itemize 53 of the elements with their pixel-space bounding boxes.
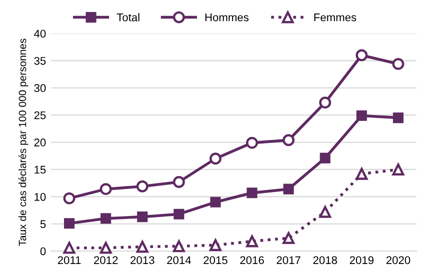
legend-label: Femmes bbox=[314, 14, 356, 22]
point bbox=[283, 184, 294, 194]
x-tick-label: 2013 bbox=[130, 256, 154, 264]
legend-label: Total bbox=[116, 13, 140, 22]
point bbox=[174, 208, 184, 220]
y-tick-label: 15 bbox=[34, 166, 46, 174]
x-tick-label: 2019 bbox=[350, 256, 374, 264]
point bbox=[392, 58, 404, 70]
x-tick-label: 2011 bbox=[58, 256, 81, 264]
point bbox=[282, 232, 295, 244]
point bbox=[282, 134, 295, 146]
point bbox=[63, 192, 76, 204]
y-tick-label: 35 bbox=[34, 56, 46, 65]
point bbox=[246, 235, 258, 248]
y-axis-title: Taux de cas déclarés par 100 000 personnes bbox=[18, 38, 28, 246]
point bbox=[319, 96, 332, 109]
point bbox=[246, 188, 258, 198]
point bbox=[100, 213, 112, 224]
x-tick-label: 2012 bbox=[94, 256, 118, 264]
point bbox=[210, 196, 221, 208]
point bbox=[356, 110, 367, 121]
point bbox=[210, 239, 222, 252]
point bbox=[210, 152, 222, 165]
point bbox=[356, 168, 368, 180]
x-tick-label: 2018 bbox=[313, 256, 337, 264]
y-tick-label: 10 bbox=[34, 192, 46, 201]
point bbox=[100, 242, 112, 254]
point bbox=[319, 206, 332, 218]
point bbox=[246, 136, 258, 149]
x-tick-label: 2014 bbox=[167, 256, 191, 264]
point bbox=[63, 242, 76, 254]
x-tick-label: 2017 bbox=[276, 256, 300, 264]
y-tick-label: 5 bbox=[40, 220, 46, 228]
y-tick-label: 40 bbox=[34, 30, 46, 38]
point bbox=[172, 176, 185, 188]
legend-label: Hommes bbox=[205, 14, 249, 22]
point bbox=[172, 240, 185, 252]
point bbox=[392, 112, 404, 124]
point bbox=[136, 240, 148, 253]
point bbox=[100, 183, 112, 196]
point bbox=[356, 49, 368, 62]
point bbox=[136, 180, 148, 192]
x-tick-label: 2015 bbox=[204, 256, 228, 264]
x-tick-label: 2020 bbox=[386, 256, 410, 264]
x-tick-label: 2016 bbox=[240, 256, 264, 264]
point bbox=[137, 212, 148, 222]
y-tick-label: 30 bbox=[34, 84, 46, 92]
point bbox=[392, 164, 404, 176]
y-tick-label: 25 bbox=[34, 111, 46, 120]
point bbox=[320, 152, 330, 164]
point bbox=[64, 218, 75, 229]
y-tick-label: 20 bbox=[34, 138, 46, 146]
y-tick-label: 0 bbox=[40, 247, 46, 256]
